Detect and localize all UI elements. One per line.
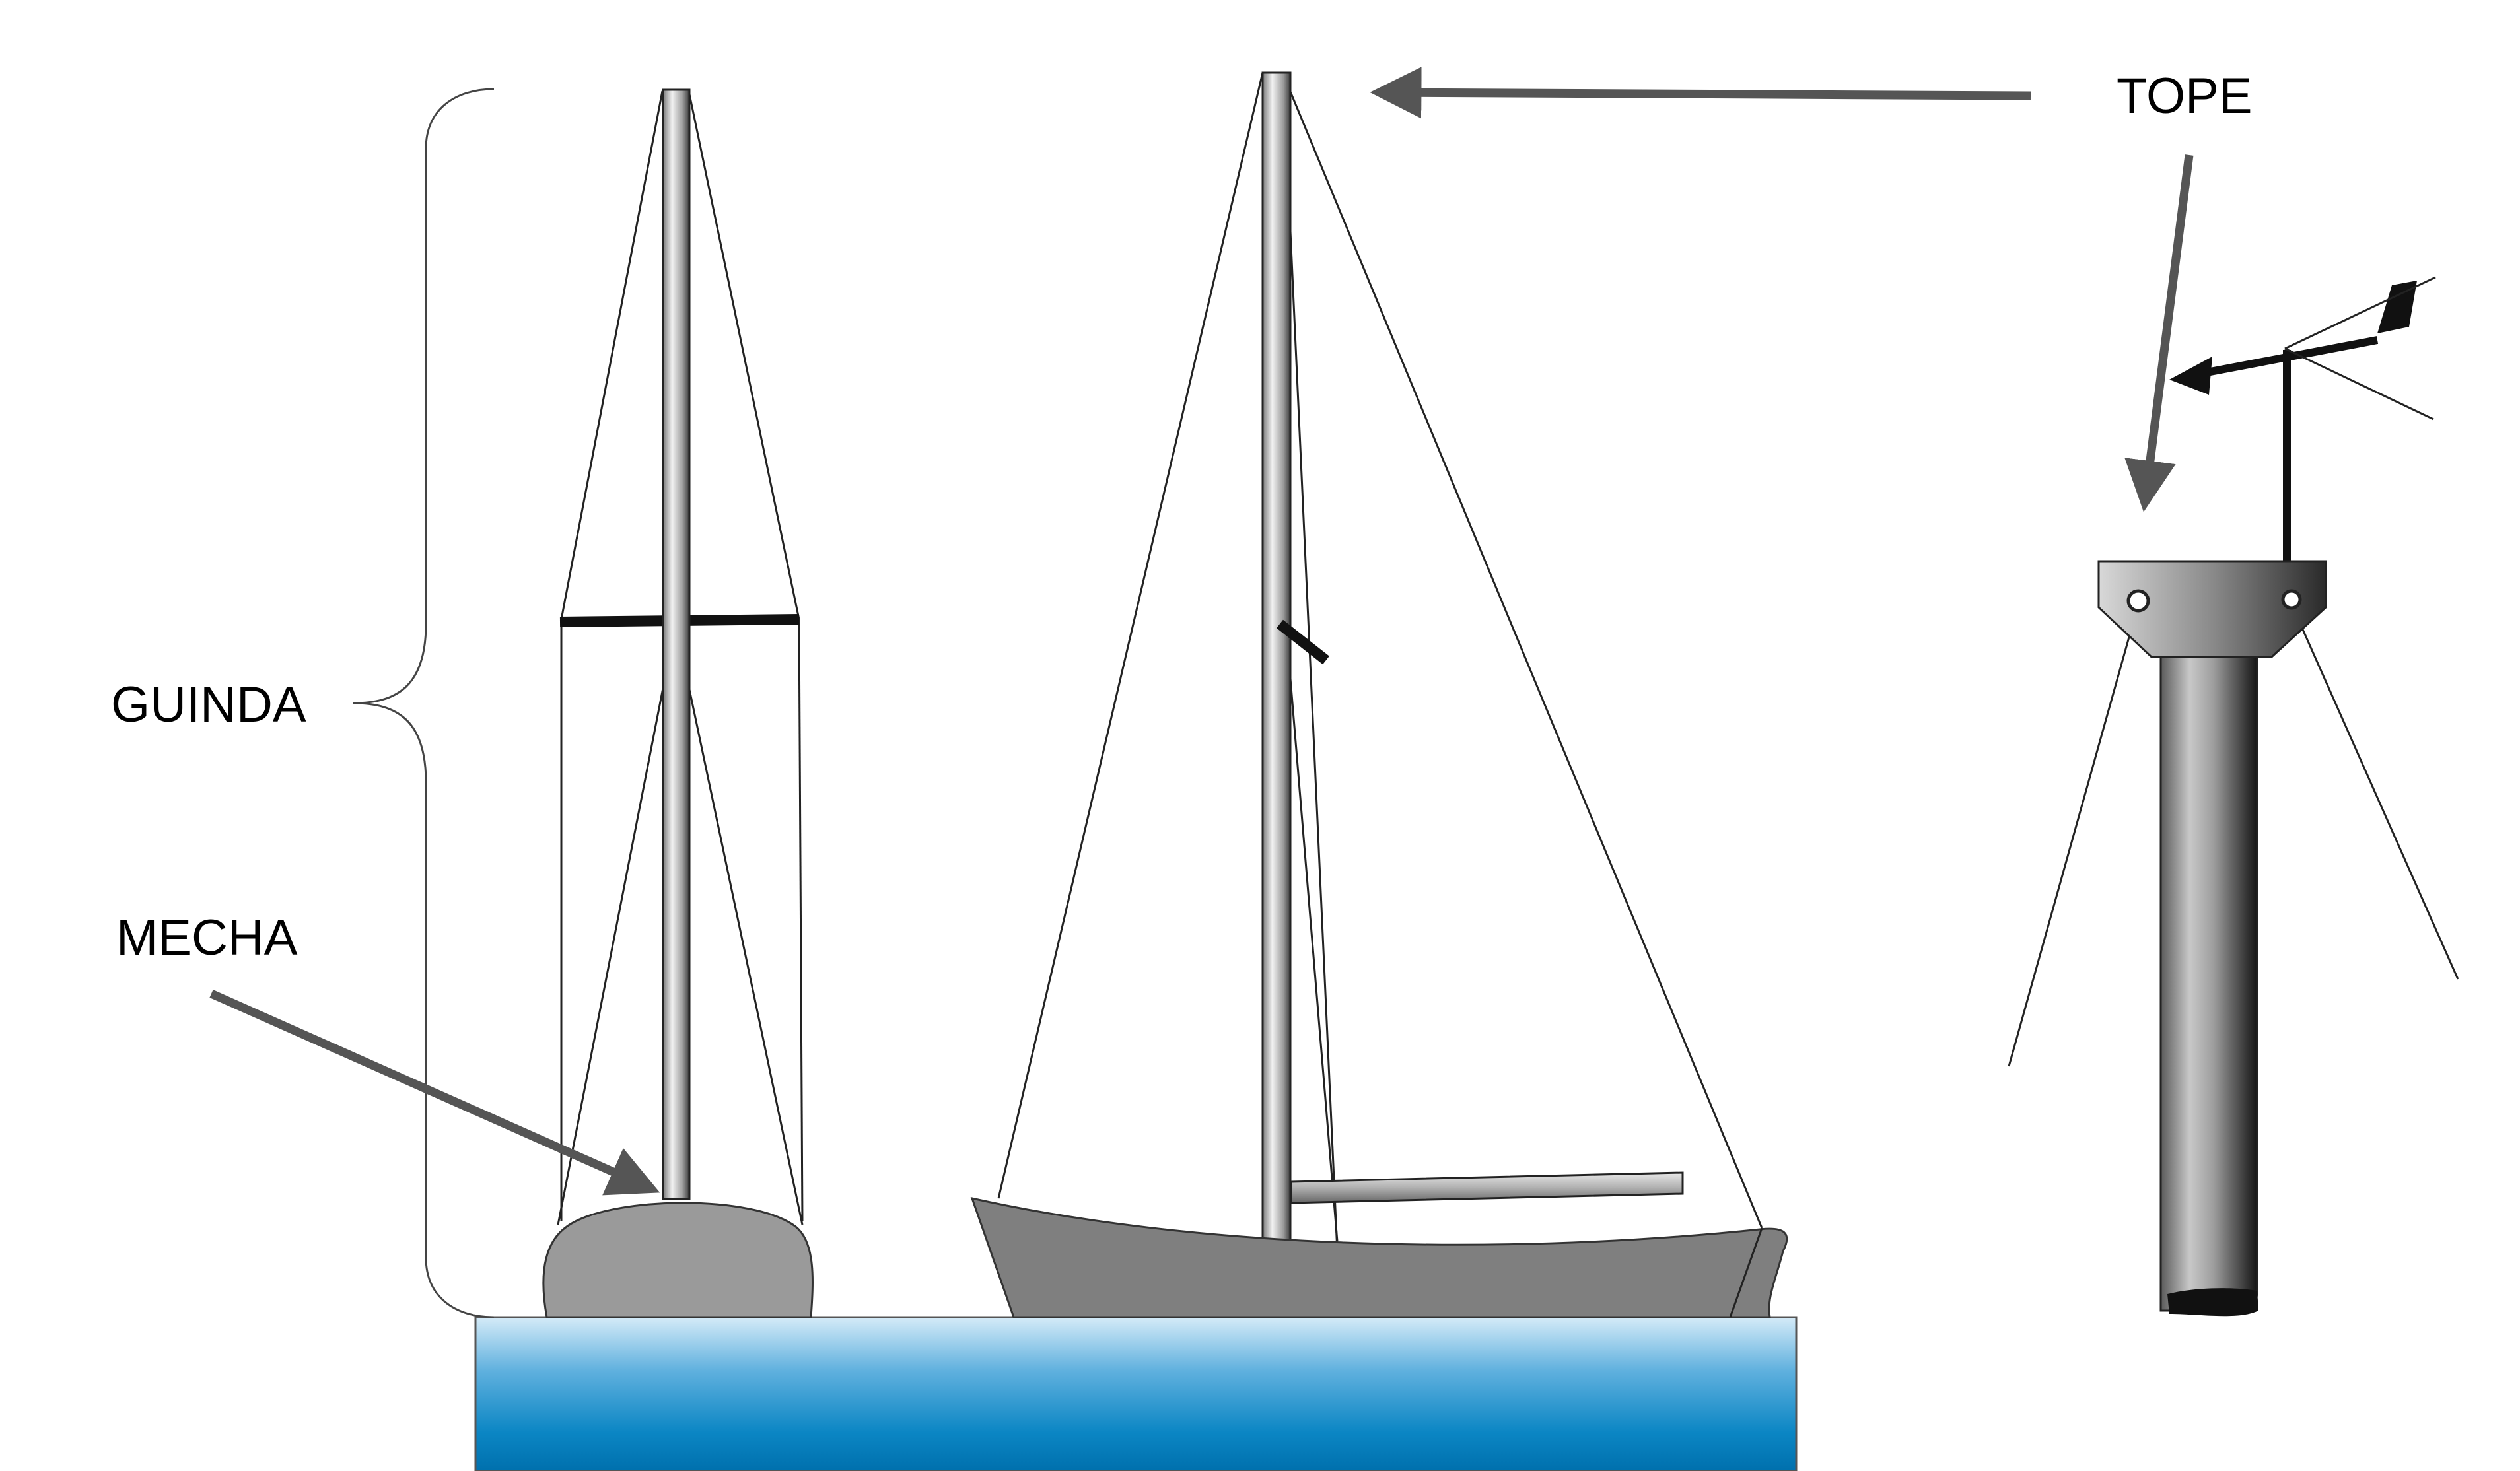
side-view-boom <box>1290 1171 1684 1204</box>
end-view-rigging <box>557 90 804 1225</box>
label-guinda: GUINDA <box>111 677 306 733</box>
side-view-mast <box>1261 71 1292 1249</box>
side-view-hull <box>970 1196 1788 1318</box>
label-mecha: MECHA <box>116 910 298 966</box>
mast-head-detail <box>2008 276 2459 1317</box>
end-view-mast-spar <box>662 88 691 1200</box>
masthead-cap <box>2097 560 2327 658</box>
arrow-tope-to-side-mast <box>1370 67 2031 119</box>
side-view-rigging <box>997 72 1763 1252</box>
shroud-hole-left <box>2126 589 2150 613</box>
label-tope: TOPE <box>2117 68 2253 124</box>
mast-head-shrouds <box>2008 603 2459 1067</box>
end-view-mast <box>542 88 814 1318</box>
wind-vane <box>2169 276 2436 561</box>
arrow-mecha-to-heel <box>209 990 660 1196</box>
arrow-tope-to-masthead <box>2124 154 2194 512</box>
guinda-brace <box>353 88 495 1318</box>
side-view-forestay-end <box>1729 1227 1763 1318</box>
mast-head-spar <box>2159 656 2258 1315</box>
side-view-spreader <box>1277 619 1329 665</box>
mast-heel <box>2167 1288 2258 1317</box>
end-view-hull <box>542 1202 814 1318</box>
side-view-sailboat <box>970 71 1788 1318</box>
annotation-arrows <box>209 67 2194 1196</box>
shroud-hole-right <box>2281 589 2302 610</box>
water <box>474 1316 1798 1471</box>
